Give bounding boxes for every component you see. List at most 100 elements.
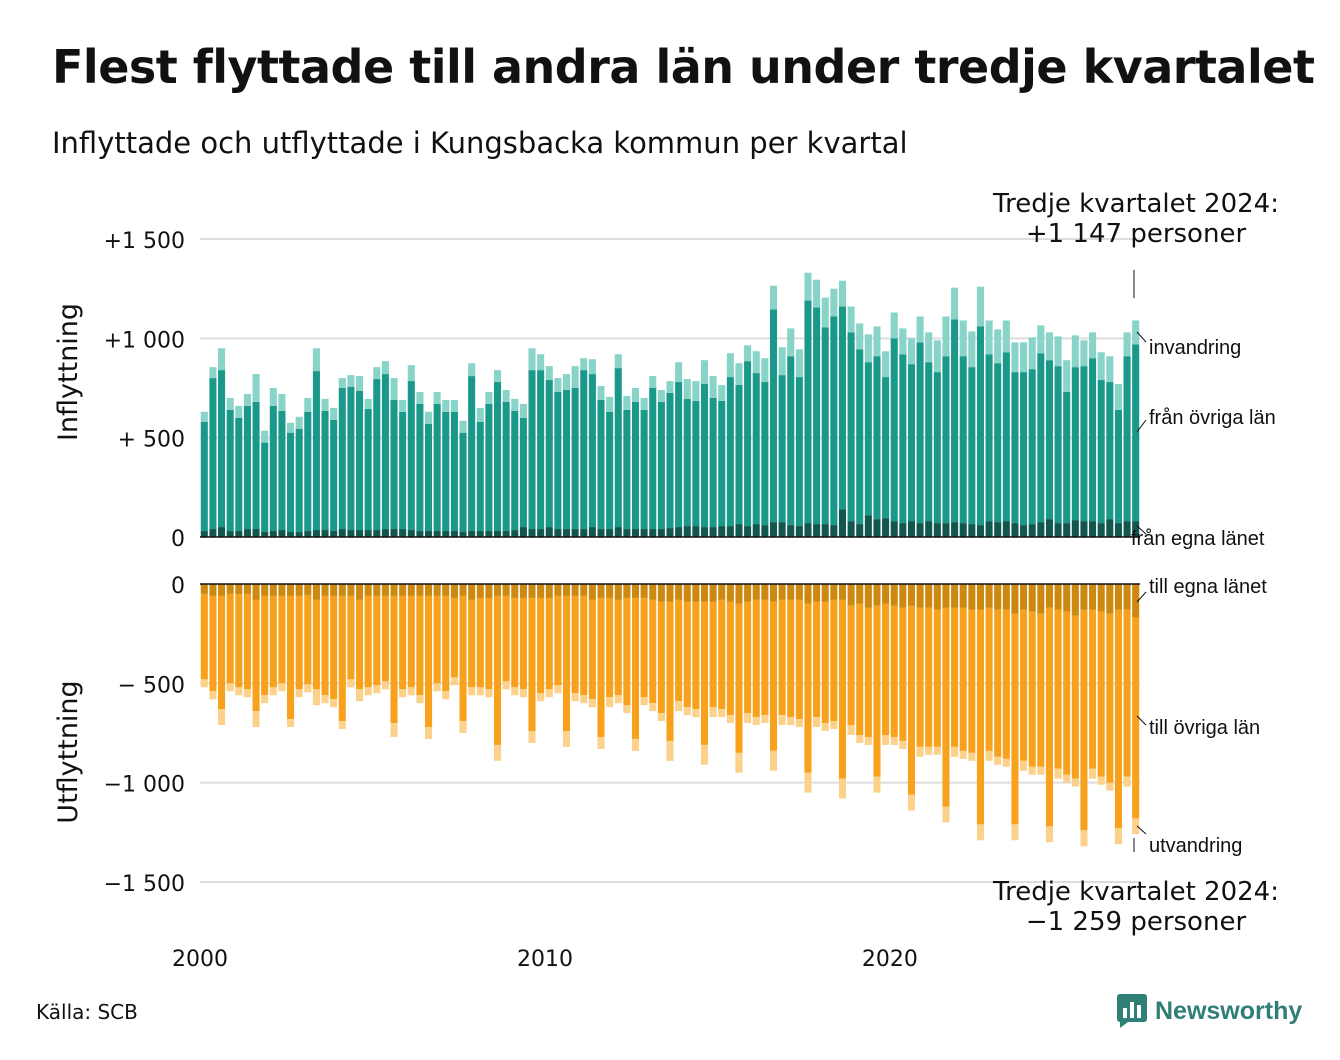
bar-segment-invandring — [726, 353, 734, 378]
bar-segment-från-övriga-län — [476, 421, 484, 532]
bar-segment-från-egna-länet — [769, 522, 778, 537]
bar-segment-från-övriga-län — [864, 362, 872, 516]
bar-segment-invandring — [1028, 337, 1036, 370]
bar-segment-till-övriga-län — [735, 603, 743, 753]
bar-segment-till-övriga-län — [795, 599, 803, 720]
bar-segment-till-egna-länet — [450, 584, 458, 598]
bar-segment-från-övriga-län — [399, 411, 407, 530]
bar-segment-från-egna-länet — [226, 531, 234, 537]
bar-segment-invandring — [649, 376, 657, 388]
bar-segment-från-egna-länet — [1037, 522, 1045, 537]
bar-segment-invandring — [614, 354, 622, 369]
bar-segment-från-egna-länet — [675, 527, 683, 537]
bar-segment-invandring — [847, 306, 855, 333]
bar-segment-utvandring — [683, 707, 691, 716]
bar-segment-från-egna-länet — [968, 524, 976, 537]
bar-segment-från-övriga-län — [830, 316, 838, 526]
bar-chart-bubble-icon — [1117, 994, 1147, 1028]
bar-segment-invandring — [1045, 332, 1053, 361]
bar-segment-till-övriga-län — [744, 601, 752, 714]
bar-segment-från-egna-länet — [278, 530, 286, 537]
bar-segment-till-egna-länet — [304, 584, 312, 595]
bar-segment-invandring — [407, 365, 415, 382]
bar-segment-till-egna-länet — [700, 584, 709, 602]
bar-segment-från-övriga-län — [787, 356, 795, 526]
bar-segment-från-övriga-län — [597, 399, 605, 530]
bar-segment-från-egna-länet — [933, 523, 941, 537]
bar-segment-till-egna-länet — [666, 584, 674, 602]
bar-segment-utvandring — [606, 697, 614, 708]
bar-segment-invandring — [761, 358, 769, 383]
bar-segment-till-övriga-län — [623, 597, 631, 706]
bar-segment-invandring — [795, 349, 803, 378]
bar-segment-utvandring — [951, 746, 959, 757]
bar-segment-från-egna-länet — [606, 529, 614, 537]
bar-segment-utvandring — [830, 721, 838, 730]
bar-segment-till-övriga-län — [882, 603, 890, 735]
bar-segment-utvandring — [261, 695, 269, 704]
bar-segment-från-egna-länet — [666, 528, 674, 537]
bar-segment-från-övriga-län — [700, 384, 709, 528]
bar-segment-utvandring — [700, 744, 709, 765]
bar-segment-från-övriga-län — [554, 391, 562, 530]
bar-segment-till-övriga-län — [519, 597, 527, 690]
bar-segment-till-övriga-län — [485, 597, 493, 690]
bar-segment-utvandring — [873, 776, 881, 793]
callout-in-line2: +1 147 personer — [1026, 219, 1247, 249]
bar-segment-till-egna-länet — [838, 584, 847, 600]
bar-segment-från-övriga-län — [287, 432, 295, 533]
bar-segment-från-egna-länet — [838, 509, 847, 537]
bar-segment-från-egna-länet — [640, 529, 648, 537]
bar-segment-till-övriga-län — [330, 595, 338, 700]
bar-segment-utvandring — [468, 687, 476, 696]
bar-segment-till-övriga-län — [373, 595, 381, 686]
bar-segment-till-övriga-län — [899, 607, 907, 741]
bar-segment-från-övriga-län — [994, 363, 1002, 523]
bar-segment-invandring — [813, 279, 821, 308]
bar-segment-till-övriga-län — [528, 597, 536, 732]
bar-segment-från-övriga-län — [1011, 372, 1019, 524]
bar-segment-från-egna-länet — [700, 527, 709, 537]
bar-segment-till-övriga-län — [252, 599, 260, 712]
bar-segment-från-övriga-län — [873, 356, 881, 520]
bar-segment-utvandring — [959, 750, 967, 759]
bar-segment-till-övriga-län — [416, 595, 424, 696]
bar-segment-invandring — [640, 397, 648, 410]
bar-segment-utvandring — [1045, 826, 1053, 843]
bar-segment-till-egna-länet — [580, 584, 588, 596]
bar-segment-från-egna-länet — [951, 522, 959, 537]
bar-segment-till-egna-länet — [899, 584, 907, 608]
bar-segment-till-övriga-län — [933, 609, 941, 747]
y-tick-label-in: 0 — [171, 527, 185, 552]
bar-segment-till-övriga-län — [692, 601, 700, 710]
bar-segment-från-övriga-län — [813, 307, 821, 525]
bar-segment-utvandring — [235, 687, 243, 696]
bar-segment-till-övriga-län — [1089, 609, 1097, 769]
bar-segment-till-egna-länet — [769, 584, 778, 602]
bar-segment-till-övriga-län — [614, 599, 622, 696]
bar-segment-utvandring — [968, 752, 976, 761]
bar-segment-till-egna-länet — [718, 584, 726, 600]
bar-segment-från-övriga-län — [519, 417, 527, 528]
bar-segment-utvandring — [640, 697, 648, 706]
bar-segment-till-egna-länet — [795, 584, 803, 600]
chart-title: Flest flyttade till andra län under tred… — [52, 40, 1315, 94]
bar-segment-utvandring — [787, 717, 795, 726]
bar-segment-till-övriga-län — [226, 593, 234, 684]
bar-segment-utvandring — [269, 687, 277, 696]
bar-segment-invandring — [976, 286, 984, 327]
bar-segment-utvandring — [623, 705, 631, 714]
bar-segment-utvandring — [856, 734, 864, 743]
bar-segment-till-övriga-län — [433, 595, 441, 684]
bar-segment-från-övriga-län — [968, 367, 976, 525]
leader-fran-ovriga — [1136, 419, 1147, 433]
bar-segment-invandring — [519, 403, 527, 418]
bar-segment-till-egna-länet — [235, 584, 243, 594]
bar-segment-från-övriga-län — [942, 356, 950, 524]
bar-segment-invandring — [907, 338, 915, 365]
leader-till-ovriga — [1136, 715, 1147, 726]
bar-segment-utvandring — [295, 689, 303, 698]
bar-segment-utvandring — [243, 689, 251, 698]
bar-segment-från-egna-länet — [1063, 523, 1071, 537]
bar-segment-från-egna-länet — [1080, 521, 1088, 537]
